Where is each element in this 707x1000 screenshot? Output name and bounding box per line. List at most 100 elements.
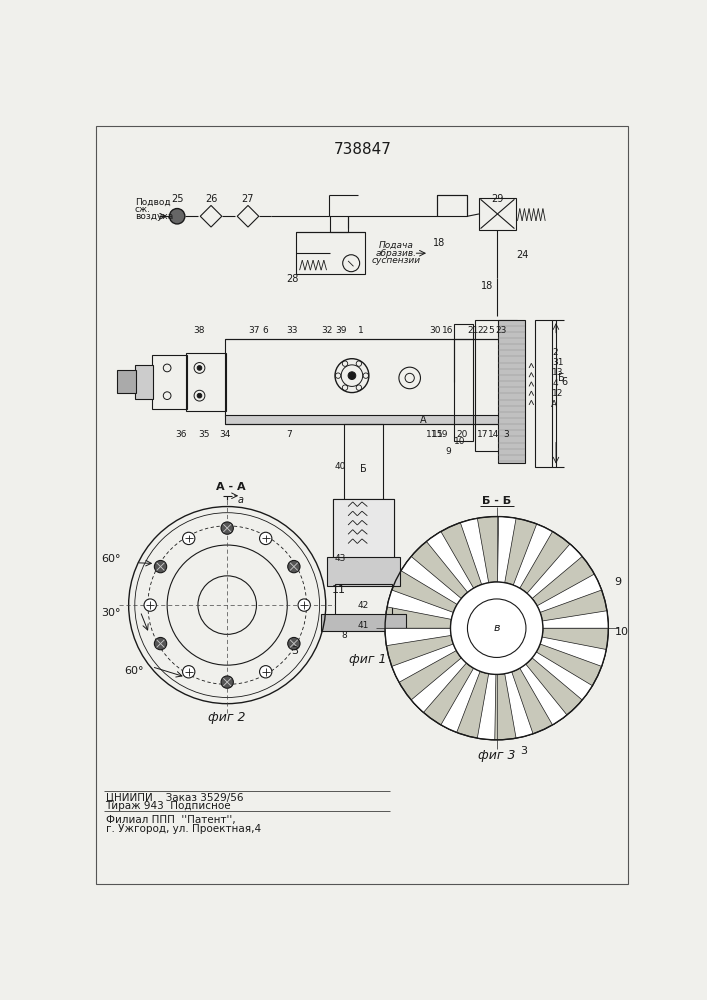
Text: 30°: 30°: [101, 608, 121, 618]
Text: 42: 42: [358, 601, 369, 610]
Bar: [334, 499, 394, 559]
Text: 40: 40: [334, 462, 346, 471]
Circle shape: [221, 522, 233, 534]
Wedge shape: [401, 556, 461, 604]
Text: Б - Б: Б - Б: [482, 496, 511, 506]
Wedge shape: [385, 517, 608, 740]
Text: 4: 4: [552, 379, 558, 388]
Bar: [535, 320, 552, 466]
Text: 17: 17: [477, 430, 489, 439]
Text: в: в: [493, 623, 500, 633]
Text: 27: 27: [242, 194, 255, 204]
Text: 3: 3: [503, 430, 509, 439]
Wedge shape: [540, 637, 607, 666]
Text: Подвод: Подвод: [135, 198, 170, 207]
Text: 12: 12: [552, 389, 563, 398]
Text: 39: 39: [335, 326, 347, 335]
Text: суспензии: суспензии: [372, 256, 421, 265]
Wedge shape: [387, 590, 453, 619]
Wedge shape: [498, 517, 516, 583]
Text: 13: 13: [552, 368, 563, 377]
Wedge shape: [411, 658, 467, 712]
Bar: [454, 324, 473, 441]
Text: 1: 1: [358, 326, 364, 335]
Circle shape: [182, 532, 195, 545]
Text: 2: 2: [552, 348, 558, 357]
Wedge shape: [513, 524, 553, 588]
Circle shape: [259, 532, 272, 545]
Text: 30: 30: [429, 326, 441, 335]
Wedge shape: [527, 544, 583, 599]
Text: 21: 21: [467, 326, 479, 335]
Text: 11: 11: [332, 585, 346, 595]
Bar: [335, 584, 392, 615]
Text: 3: 3: [291, 646, 298, 656]
Wedge shape: [520, 664, 567, 725]
Wedge shape: [426, 532, 474, 592]
Text: Подача: Подача: [379, 241, 414, 250]
Text: воздуха: воздуха: [135, 212, 173, 221]
Bar: [334, 499, 394, 559]
Circle shape: [467, 599, 526, 657]
Circle shape: [197, 366, 201, 370]
Bar: [321, 614, 406, 631]
Text: А: А: [420, 415, 427, 425]
Text: фиг 1: фиг 1: [349, 652, 386, 666]
Text: ЦНИИПИ    Заказ 3529/56: ЦНИИПИ Заказ 3529/56: [105, 793, 243, 803]
Text: 25: 25: [171, 194, 183, 204]
Text: 738847: 738847: [334, 142, 392, 157]
Bar: [498, 320, 525, 463]
Wedge shape: [385, 628, 451, 646]
Wedge shape: [537, 574, 602, 612]
Text: 9: 9: [614, 577, 621, 587]
Circle shape: [182, 666, 195, 678]
Text: фиг 3: фиг 3: [478, 749, 515, 762]
Circle shape: [170, 209, 185, 224]
Circle shape: [259, 666, 272, 678]
Circle shape: [154, 637, 167, 650]
Wedge shape: [542, 611, 608, 628]
Bar: [327, 557, 399, 586]
Circle shape: [221, 676, 233, 688]
Bar: [475, 320, 518, 451]
Text: 60°: 60°: [124, 666, 144, 676]
Text: 18: 18: [481, 281, 493, 291]
Circle shape: [197, 393, 201, 398]
Text: 3: 3: [520, 746, 527, 756]
Text: 6: 6: [263, 326, 269, 335]
Bar: [225, 339, 521, 416]
Text: 31: 31: [552, 358, 563, 367]
Circle shape: [348, 372, 356, 379]
Text: 28: 28: [286, 274, 299, 284]
Text: 60°: 60°: [101, 554, 121, 564]
Circle shape: [288, 560, 300, 573]
Text: Филиал ППП  ''Патент'',: Филиал ППП ''Патент'',: [105, 815, 235, 825]
Text: 43: 43: [334, 554, 346, 563]
Text: 41: 41: [358, 621, 369, 630]
Text: фиг 2: фиг 2: [209, 711, 246, 724]
Text: Тираж 943  Подписное: Тираж 943 Подписное: [105, 801, 231, 811]
Text: 33: 33: [286, 326, 298, 335]
Text: 23: 23: [495, 326, 506, 335]
Text: 29: 29: [491, 194, 503, 204]
Circle shape: [450, 582, 543, 674]
Text: 20: 20: [456, 430, 468, 439]
Text: 19: 19: [437, 430, 448, 439]
Wedge shape: [532, 652, 592, 700]
Circle shape: [144, 599, 156, 611]
Text: 37: 37: [248, 326, 260, 335]
Text: 36: 36: [175, 430, 187, 439]
Text: 7: 7: [286, 430, 292, 439]
Text: 6: 6: [561, 377, 568, 387]
Wedge shape: [441, 668, 480, 732]
Text: 16: 16: [443, 326, 454, 335]
Text: 14: 14: [488, 430, 499, 439]
Text: 15: 15: [432, 430, 443, 439]
Text: А: А: [551, 400, 556, 409]
Text: 18: 18: [433, 238, 445, 248]
Circle shape: [288, 637, 300, 650]
Text: г. Ужгород, ул. Проектная,4: г. Ужгород, ул. Проектная,4: [105, 824, 261, 834]
Bar: [152, 355, 187, 409]
Bar: [479, 198, 516, 230]
Text: 10: 10: [454, 437, 465, 446]
